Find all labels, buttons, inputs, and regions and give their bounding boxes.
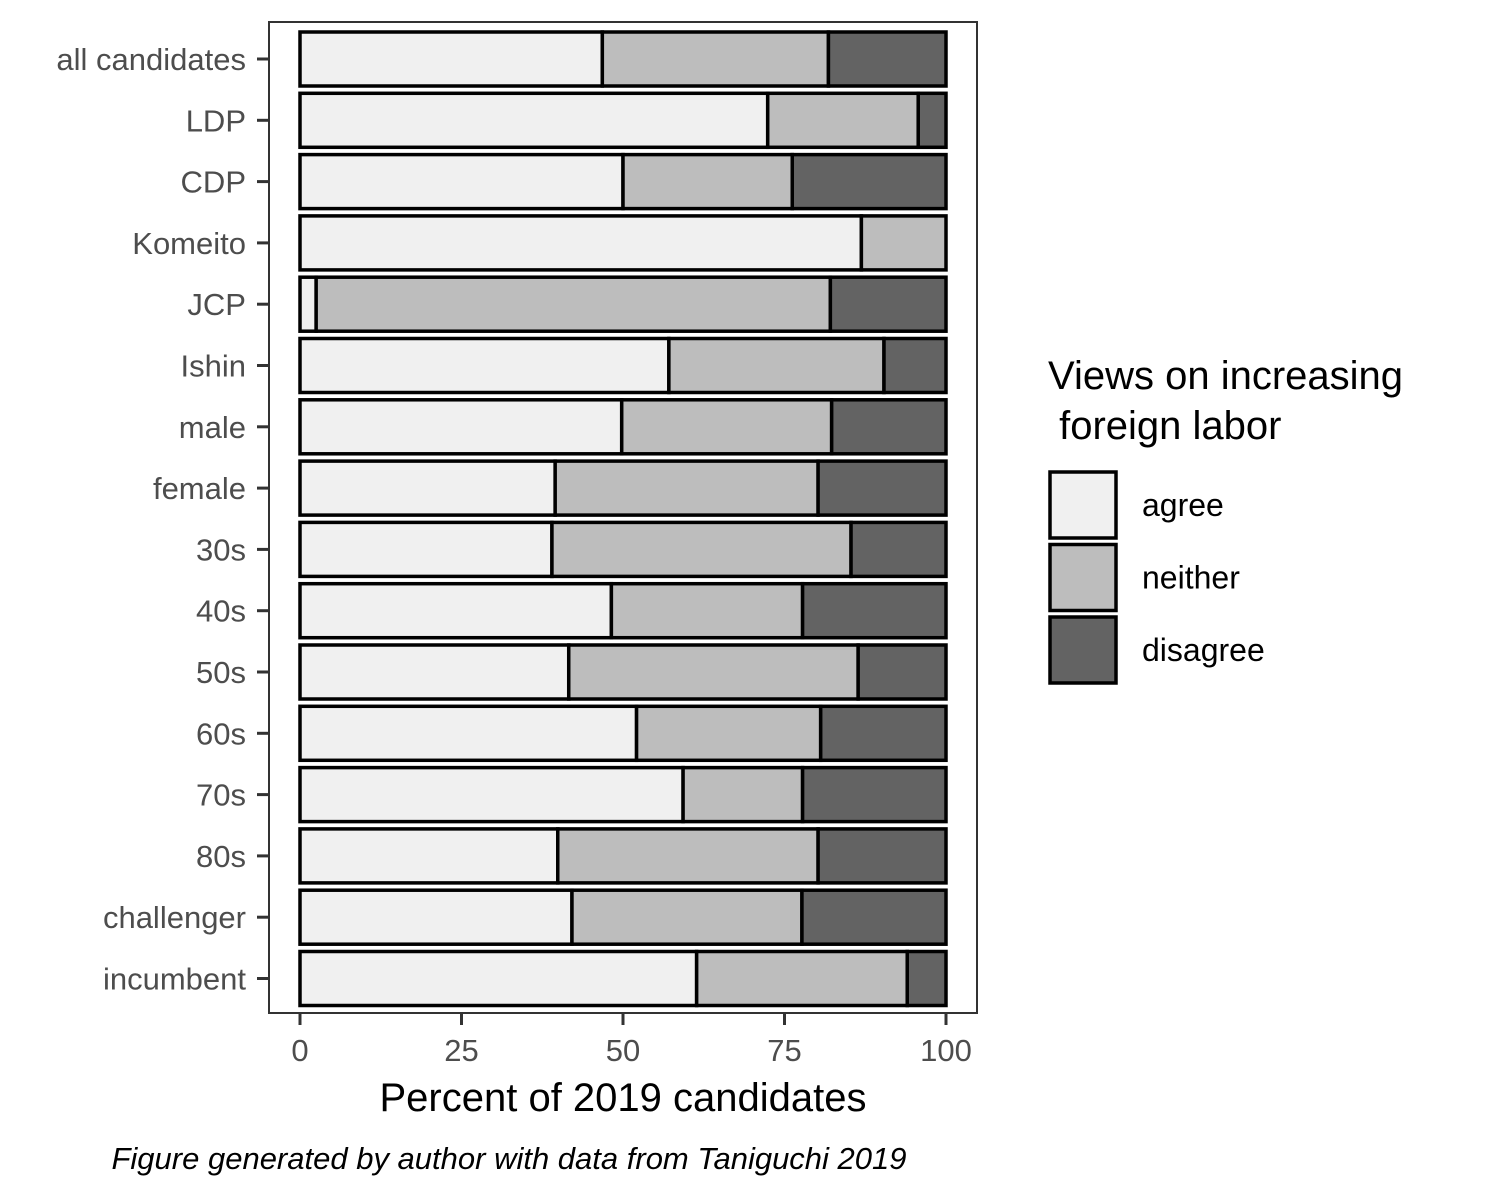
legend-label-agree: agree [1142, 487, 1224, 523]
figure-caption: Figure generated by author with data fro… [111, 1141, 906, 1176]
bar-challenger-neither [570, 888, 804, 946]
legend-title: Views on increasing foreign labor [1048, 354, 1414, 448]
bar-male-agree [298, 398, 624, 456]
legend-title-line-2: foreign labor [1048, 404, 1281, 448]
x-tick-label-25: 25 [444, 1033, 478, 1068]
y-tick-label-komeito: Komeito [132, 226, 246, 261]
y-tick-label-male: male [179, 410, 246, 445]
bar-ldp-neither [765, 91, 920, 150]
bar-jcp-neither [314, 275, 833, 333]
y-tick-label-incumbent: incumbent [103, 962, 246, 997]
bar-30s-agree [298, 520, 554, 579]
x-tick-label-50: 50 [606, 1033, 640, 1068]
bar-cdp-agree [298, 152, 625, 211]
bar-komeito-agree [298, 214, 864, 272]
bar-60s-disagree [818, 704, 948, 763]
bar-60s-agree [298, 704, 639, 763]
bar-40s-neither [609, 581, 805, 640]
bar-50s-neither [566, 643, 860, 701]
y-axis: all candidates LDP CDP Komeito JCP Ishin male f… [56, 42, 269, 997]
x-tick-label-0: 0 [291, 1033, 308, 1068]
legend-swatch-disagree [1048, 615, 1118, 685]
y-tick-label-jcp: JCP [187, 287, 246, 322]
y-tick-label-ishin: Ishin [181, 349, 246, 384]
y-tick-label-70s: 70s [196, 778, 246, 813]
bar-ldp-agree [298, 91, 770, 150]
bar-challenger-agree [298, 888, 574, 946]
bar-50s-agree [298, 643, 571, 701]
bar-incumbent-neither [694, 949, 909, 1008]
legend-swatch-agree [1048, 470, 1118, 540]
y-tick-label-ldp: LDP [186, 103, 246, 138]
bar-komeito-neither [859, 214, 948, 272]
bar-all-candidates-neither [600, 30, 831, 88]
bar-70s-agree [298, 765, 685, 824]
legend-items: agree neither disagree [1048, 470, 1265, 685]
bar-50s-disagree [856, 643, 948, 701]
y-tick-label-30s: 30s [196, 532, 246, 567]
y-tick-label-60s: 60s [196, 716, 246, 751]
bar-80s-neither [556, 827, 820, 885]
bar-60s-neither [634, 704, 823, 763]
bar-all-candidates-agree [298, 30, 605, 88]
bar-80s-disagree [816, 827, 948, 885]
bar-ishin-disagree [882, 336, 948, 395]
bar-jcp-disagree [828, 275, 948, 333]
y-tick-label-cdp: CDP [181, 165, 246, 200]
y-tick-label-challenger: challenger [103, 900, 246, 935]
bar-female-neither [553, 459, 820, 517]
bar-ishin-agree [298, 336, 671, 395]
legend: Views on increasing foreign labor agree n… [1048, 354, 1414, 685]
bars-layer [298, 30, 948, 1008]
y-tick-label-40s: 40s [196, 594, 246, 629]
bar-challenger-disagree [800, 888, 948, 946]
bar-cdp-neither [621, 152, 795, 211]
legend-swatch-neither [1048, 542, 1118, 613]
x-tick-label-100: 100 [920, 1033, 972, 1068]
bar-all-candidates-disagree [826, 30, 948, 88]
bar-female-disagree [816, 459, 948, 517]
bar-80s-agree [298, 827, 560, 885]
bar-70s-neither [681, 765, 805, 824]
y-tick-label-female: female [153, 471, 246, 506]
bar-40s-agree [298, 581, 614, 640]
bar-40s-disagree [800, 581, 948, 640]
bar-incumbent-agree [298, 949, 699, 1008]
bar-ldp-disagree [916, 91, 948, 150]
x-axis-title: Percent of 2019 candidates [379, 1076, 866, 1120]
legend-title-line-1: Views on increasing [1048, 354, 1403, 398]
bar-ishin-neither [667, 336, 886, 395]
x-tick-label-75: 75 [767, 1033, 801, 1068]
bar-jcp-agree [298, 275, 318, 333]
bar-male-neither [619, 398, 834, 456]
bar-cdp-disagree [790, 152, 948, 211]
bar-male-disagree [829, 398, 948, 456]
bar-incumbent-disagree [905, 949, 948, 1008]
bar-70s-disagree [800, 765, 948, 824]
bar-30s-disagree [849, 520, 948, 579]
y-tick-label-80s: 80s [196, 839, 246, 874]
bar-female-agree [298, 459, 557, 517]
legend-label-disagree: disagree [1142, 632, 1265, 668]
legend-label-neither: neither [1142, 560, 1240, 596]
y-tick-label-50s: 50s [196, 655, 246, 690]
x-axis: 0 25 50 75 100 [291, 1013, 972, 1068]
bar-30s-neither [550, 520, 853, 579]
y-tick-label-all-candidates: all candidates [56, 42, 246, 77]
